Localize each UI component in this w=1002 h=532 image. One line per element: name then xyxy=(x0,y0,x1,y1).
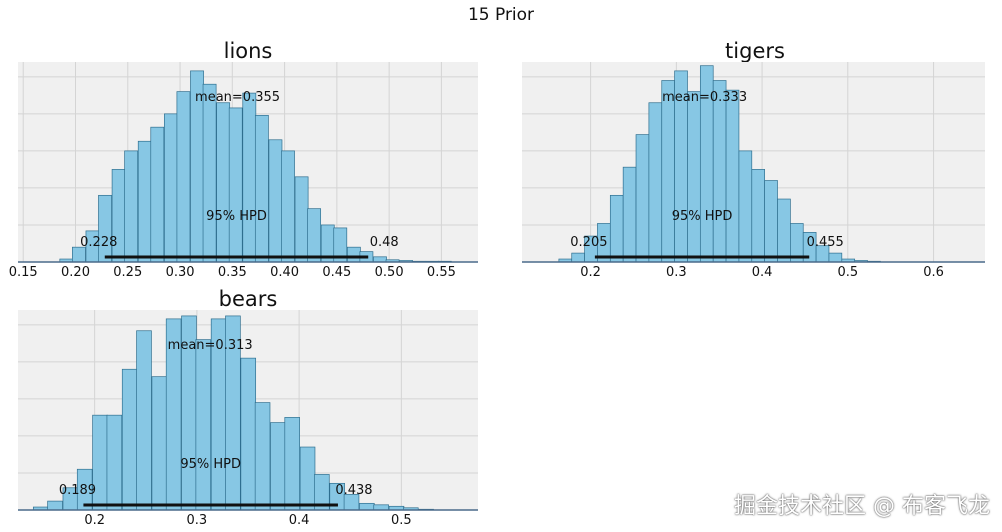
x-tick-label: 0.3 xyxy=(187,513,208,528)
hpd-right-label: 0.48 xyxy=(370,235,399,250)
x-tick-labels: 0.2 0.3 0.4 0.5 0.6 xyxy=(580,265,944,280)
x-tick-labels: 0.2 0.3 0.4 0.5 xyxy=(84,513,411,528)
panel-title: tigers xyxy=(725,39,785,63)
histogram-bar xyxy=(635,134,650,263)
histogram-bar xyxy=(216,102,231,263)
mean-label: mean=0.355 xyxy=(195,90,280,105)
hpd-right-label: 0.438 xyxy=(335,483,372,498)
histogram-bar xyxy=(648,102,663,263)
x-tick-label: 0.5 xyxy=(837,265,858,280)
figure-title: 15 Prior xyxy=(468,5,534,25)
histogram-bar xyxy=(150,126,165,263)
histogram-bar xyxy=(202,83,217,263)
hpd-left-label: 0.228 xyxy=(80,235,117,250)
x-tick-label: 0.30 xyxy=(166,265,195,280)
histogram-bar xyxy=(151,376,168,511)
x-tick-label: 0.6 xyxy=(923,265,944,280)
x-tick-labels: 0.15 0.20 0.25 0.30 0.35 0.40 0.45 0.50 0.55 xyxy=(9,265,456,280)
histogram-bar xyxy=(281,150,295,263)
x-tick-label: 0.40 xyxy=(270,265,299,280)
histogram-bar xyxy=(195,339,212,511)
x-tick-label: 0.5 xyxy=(391,513,412,528)
hpd-label: 95% HPD xyxy=(180,457,241,472)
x-tick-label: 0.50 xyxy=(375,265,404,280)
histogram-bar xyxy=(164,113,178,263)
histogram-bar xyxy=(687,91,701,263)
histogram-bar xyxy=(609,194,624,263)
histogram-bar xyxy=(299,446,316,511)
histogram-bar xyxy=(661,80,675,263)
histogram-bar xyxy=(725,89,740,263)
mean-label: mean=0.333 xyxy=(662,90,747,105)
histogram-bar xyxy=(294,176,309,263)
hpd-left-label: 0.189 xyxy=(59,483,96,498)
histogram-bar xyxy=(307,208,322,263)
histogram-bar xyxy=(254,402,271,511)
x-tick-label: 0.4 xyxy=(289,513,310,528)
x-tick-label: 0.3 xyxy=(666,265,687,280)
histogram-bar xyxy=(106,414,123,511)
histogram-bar xyxy=(284,417,300,511)
histogram-bar xyxy=(622,166,637,263)
histogram-bar xyxy=(240,357,257,511)
panel-title: bears xyxy=(219,287,278,311)
hpd-label: 95% HPD xyxy=(206,209,267,224)
histogram-bar xyxy=(124,150,139,263)
histogram-bars xyxy=(32,315,434,511)
histogram-bar xyxy=(270,422,286,511)
histogram-bar xyxy=(373,504,389,511)
hpd-left-label: 0.205 xyxy=(570,235,607,250)
hpd-label: 95% HPD xyxy=(672,209,733,224)
histogram-bar xyxy=(121,368,138,511)
histogram-bar xyxy=(764,180,778,263)
histogram-bar xyxy=(176,91,191,263)
x-tick-label: 0.4 xyxy=(752,265,773,280)
histogram-bar xyxy=(712,80,727,263)
histogram-bar xyxy=(777,198,791,263)
histogram-bar xyxy=(228,107,243,263)
x-tick-label: 0.55 xyxy=(427,265,456,280)
histogram-bar xyxy=(47,500,63,511)
histogram-bar xyxy=(268,139,283,263)
panel-lions: lions 0.15 0.20 0.25 0.30 0.35 0.40 0.45 0.50 0.… xyxy=(9,39,478,280)
histogram-bar xyxy=(828,252,843,263)
x-tick-label: 0.35 xyxy=(218,265,247,280)
x-tick-label: 0.2 xyxy=(580,265,601,280)
histogram-bars xyxy=(59,70,452,263)
panel-title: lions xyxy=(224,39,273,63)
x-tick-label: 0.2 xyxy=(84,513,105,528)
histogram-bar xyxy=(571,252,585,263)
mean-label: mean=0.313 xyxy=(168,338,253,353)
histogram-bar xyxy=(359,502,375,511)
x-tick-label: 0.15 xyxy=(9,265,38,280)
histogram-bar xyxy=(137,140,152,263)
hpd-right-label: 0.455 xyxy=(807,235,844,250)
histogram-bar xyxy=(738,150,753,263)
histogram-bar xyxy=(346,246,361,263)
histogram-bar xyxy=(373,256,387,263)
x-tick-label: 0.20 xyxy=(61,265,90,280)
x-tick-label: 0.45 xyxy=(322,265,351,280)
histogram-bar xyxy=(751,169,765,263)
histogram-bar xyxy=(98,194,112,263)
histogram-bar xyxy=(254,114,269,263)
panel-bears: bears 0.2 0.3 0.4 0.5 mean=0.313 95% HPD 0.… xyxy=(18,287,478,528)
panel-tigers: tigers 0.2 0.3 0.4 0.5 0.6 mean=0.333 95% HP… xyxy=(522,39,985,280)
watermark: 掘金技术社区 @ 布客飞龙 xyxy=(734,494,990,519)
histogram-bar xyxy=(242,92,257,263)
histogram-bar xyxy=(136,330,152,511)
x-tick-label: 0.25 xyxy=(113,265,142,280)
